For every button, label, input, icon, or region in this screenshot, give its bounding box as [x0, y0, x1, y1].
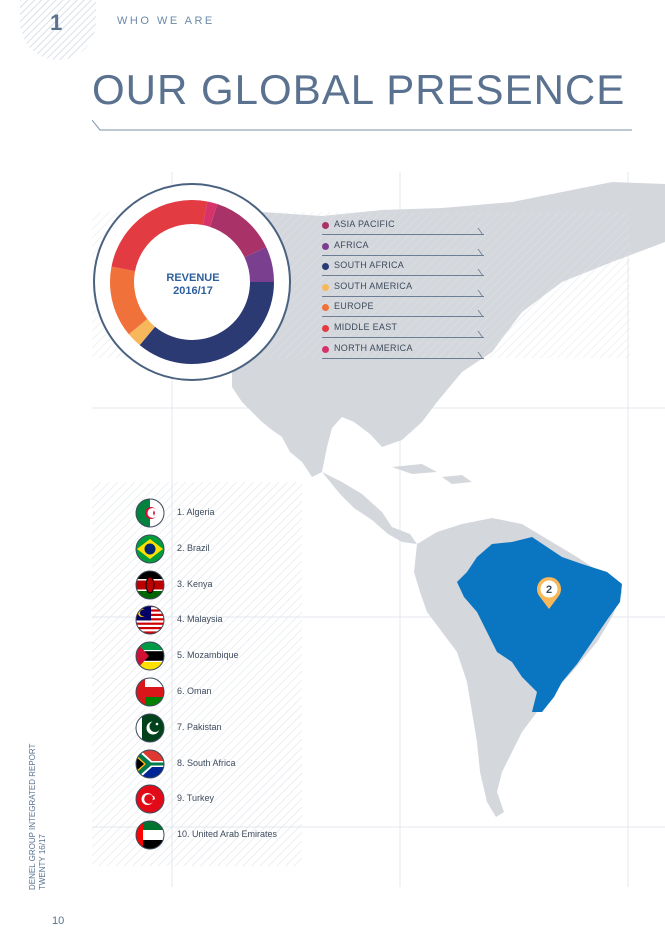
section-label: WHO WE ARE — [117, 15, 215, 27]
legend-swatch — [322, 222, 329, 229]
page-number: 10 — [52, 915, 65, 927]
legend-rule — [322, 275, 484, 277]
report-side-text: DENEL GROUP INTEGRATED REPORT TWENTY 16/… — [28, 740, 58, 890]
country-item: 2. Brazil — [135, 534, 315, 566]
brazil-location-marker: 2 — [537, 577, 561, 609]
country-label: 9. Turkey — [177, 793, 215, 804]
legend-swatch — [322, 345, 329, 353]
legend-rule — [322, 357, 484, 359]
country-label: 8. South Africa — [177, 757, 236, 768]
country-item: 3. Kenya — [135, 570, 315, 602]
country-label: 2. Brazil — [177, 542, 210, 553]
report-name: DENEL GROUP INTEGRATED REPORT — [28, 743, 37, 890]
algeria-flag-icon — [135, 498, 165, 528]
donut-slice-asia-pacific — [209, 204, 267, 258]
country-label: 10. United Arab Emirates — [177, 829, 278, 840]
country-list-backdrop — [92, 482, 302, 866]
legend-item: NORTH AMERICA — [322, 342, 492, 360]
country-item: 4. Malaysia — [135, 605, 315, 637]
donut-slice-middle-east — [111, 200, 208, 272]
mozambique-flag-icon — [135, 641, 165, 671]
chapter-badge — [20, 0, 96, 60]
donut-slice-north-america — [202, 201, 218, 227]
legend-label: SOUTH AFRICA — [334, 260, 405, 271]
country-label: 6. Oman — [177, 686, 212, 696]
brazil-flag-icon — [135, 534, 165, 564]
legend-label: AFRICA — [334, 239, 369, 250]
legend-rule — [322, 295, 484, 297]
country-item: 10. United Arab Emirates — [135, 820, 315, 852]
donut-slice-africa — [244, 247, 274, 282]
central-america-landmass — [322, 472, 417, 544]
south-africa-flag-icon — [135, 749, 165, 779]
legend-rule — [322, 337, 484, 338]
legend-item: AFRICA — [322, 239, 492, 257]
revenue-label-line1: REVENUE — [166, 272, 220, 284]
legend-label: EUROPE — [334, 301, 374, 312]
oman-flag-icon — [135, 677, 165, 707]
marker-label: 2 — [546, 584, 552, 596]
legend-rule — [322, 234, 484, 235]
country-item: 6. Oman — [135, 677, 315, 709]
legend-swatch — [322, 283, 329, 291]
legend-item: ASIA PACIFIC — [322, 218, 492, 236]
country-label: 5. Mozambique — [177, 650, 239, 661]
donut-slice-south-africa — [139, 282, 274, 364]
revenue-donut-chart — [93, 183, 291, 381]
country-item: 5. Mozambique — [135, 641, 315, 673]
country-item: 9. Turkey — [135, 784, 315, 816]
legend-label: ASIA PACIFIC — [334, 219, 395, 229]
revenue-label-line2: 2016/17 — [173, 285, 213, 297]
donut-slice-south-america — [128, 318, 156, 346]
chapter-number: 1 — [50, 10, 63, 35]
legend-label: SOUTH AMERICA — [334, 280, 413, 291]
pakistan-flag-icon — [135, 713, 165, 743]
legend-item: SOUTH AMERICA — [322, 280, 492, 298]
title-rule — [92, 119, 632, 131]
donut-slice-europe — [110, 266, 148, 335]
revenue-label: REVENUE 2016/17 — [140, 272, 246, 298]
kenya-flag-icon — [135, 570, 165, 600]
country-label: 3. Kenya — [177, 578, 213, 589]
country-item: 1. Algeria — [135, 498, 315, 530]
legend-label: MIDDLE EAST — [334, 322, 398, 332]
malaysia-flag-icon — [135, 605, 165, 635]
legend-item: SOUTH AFRICA — [322, 259, 492, 277]
country-label: 4. Malaysia — [177, 614, 223, 625]
legend-swatch — [322, 263, 329, 271]
country-item: 7. Pakistan — [135, 713, 315, 745]
legend-swatch — [322, 304, 329, 312]
legend-swatch — [322, 242, 329, 250]
legend-item: EUROPE — [322, 300, 492, 318]
turkey-flag-icon — [135, 784, 165, 814]
country-label: 1. Algeria — [177, 507, 215, 517]
legend-item: MIDDLE EAST — [322, 321, 492, 339]
page-title: OUR GLOBAL PRESENCE — [92, 66, 626, 113]
report-year: TWENTY 16/17 — [38, 834, 47, 890]
uae-flag-icon — [135, 820, 165, 850]
legend-rule — [322, 316, 484, 318]
legend-swatch — [322, 325, 329, 332]
country-label: 7. Pakistan — [177, 721, 222, 732]
legend-label: NORTH AMERICA — [334, 342, 413, 353]
legend-rule — [322, 254, 484, 256]
country-item: 8. South Africa — [135, 749, 315, 781]
brazil-region — [457, 537, 622, 712]
